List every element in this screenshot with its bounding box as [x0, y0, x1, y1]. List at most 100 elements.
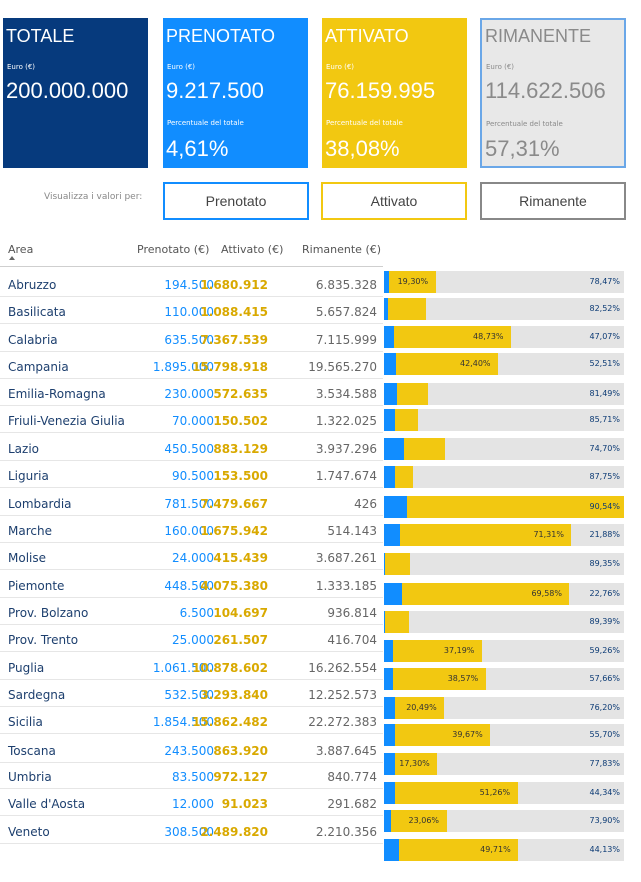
area-cell: Puglia: [8, 661, 45, 675]
stacked-progress-bar: 23,06% 73,90%: [384, 810, 624, 832]
attivato-pct-label: 69,58%: [531, 589, 562, 598]
col-header-area[interactable]: Area: [8, 243, 34, 256]
card-prenotato-title: PRENOTATO: [166, 26, 276, 46]
view-rimanente-button[interactable]: Rimanente: [480, 182, 626, 220]
table-row[interactable]: Lombardia 781.500 7.479.667 426: [0, 489, 383, 516]
rimanente-cell: 7.115.999: [315, 333, 377, 347]
table-row[interactable]: Toscana 243.500 863.920 3.887.645: [0, 736, 383, 763]
stacked-progress-bar: 85,71%: [384, 409, 624, 431]
table-row[interactable]: Puglia 1.061.500 10.878.602 16.262.554: [0, 653, 383, 680]
stacked-progress-bar: 19,30% 78,47%: [384, 271, 624, 293]
prenotato-cell: 24.000: [172, 551, 214, 565]
table-row[interactable]: Sicilia 1.854.500 15.862.482 22.272.383: [0, 707, 383, 734]
area-cell: Marche: [8, 524, 52, 538]
attivato-cell: 1.675.942: [200, 524, 268, 538]
table-row[interactable]: Sardegna 532.500 3.293.840 12.252.573: [0, 680, 383, 707]
table-row[interactable]: Calabria 635.500 7.367.539 7.115.999: [0, 325, 383, 352]
prenotato-cell: 83.500: [172, 770, 214, 784]
prenotato-cell: 448.500: [164, 579, 214, 593]
table-row[interactable]: Piemonte 448.500 4.075.380 1.333.185: [0, 571, 383, 598]
area-cell: Calabria: [8, 333, 58, 347]
rimanente-cell: 3.937.296: [315, 442, 377, 456]
card-prenotato: PRENOTATO Euro (€) 9.217.500 Percentuale…: [163, 18, 308, 168]
attivato-segment: [394, 409, 419, 431]
rimanente-cell: 2.210.356: [315, 825, 377, 839]
stacked-progress-bar: 69,58% 22,76%: [384, 583, 624, 605]
table-row[interactable]: Valle d'Aosta 12.000 91.023 291.682: [0, 789, 383, 816]
attivato-segment: [385, 611, 410, 633]
prenotato-cell: 635.500: [164, 333, 214, 347]
attivato-pct-label: 42,40%: [460, 359, 491, 368]
rimanente-pct-label: 77,83%: [589, 759, 620, 768]
area-cell: Toscana: [8, 744, 56, 758]
table-row[interactable]: Umbria 83.500 972.127 840.774: [0, 762, 383, 789]
table-row[interactable]: Liguria 90.500 153.500 1.747.674: [0, 461, 383, 488]
prenotato-segment: [384, 438, 405, 460]
col-header-attivato[interactable]: Attivato (€): [221, 243, 284, 256]
attivato-cell: 15.862.482: [192, 715, 268, 729]
area-cell: Friuli-Venezia Giulia: [8, 414, 125, 428]
rimanente-cell: 19.565.270: [308, 360, 377, 374]
table-row[interactable]: Prov. Trento 25.000 261.507 416.704: [0, 625, 383, 652]
prenotato-segment: [384, 611, 386, 633]
stacked-progress-bar: 74,70%: [384, 438, 624, 460]
table-row[interactable]: Prov. Bolzano 6.500 104.697 936.814: [0, 598, 383, 625]
view-prenotato-button[interactable]: Prenotato: [163, 182, 309, 220]
col-header-rimanente[interactable]: Rimanente (€): [302, 243, 382, 256]
table-row[interactable]: Basilicata 110.000 1.088.415 5.657.824: [0, 297, 383, 324]
rimanente-pct-label: 55,70%: [589, 730, 620, 739]
area-cell: Valle d'Aosta: [8, 797, 86, 811]
attivato-segment: [396, 353, 498, 375]
area-cell: Prov. Bolzano: [8, 606, 89, 620]
attivato-segment: [404, 438, 445, 460]
stacked-progress-bar: 89,35%: [384, 553, 624, 575]
card-prenotato-pct: 4,61%: [166, 136, 229, 161]
card-totale-euro-label: Euro (€): [7, 63, 36, 71]
table-row[interactable]: Veneto 308.500 2.489.820 2.210.356: [0, 817, 383, 844]
card-attivato-euro-label: Euro (€): [326, 63, 355, 71]
prenotato-cell: 6.500: [179, 606, 214, 620]
stacked-progress-bar: 90,54%: [384, 496, 624, 518]
card-prenotato-pct-label: Percentuale del totale: [167, 119, 244, 127]
area-cell: Veneto: [8, 825, 50, 839]
stacked-progress-bar: 82,52%: [384, 298, 624, 320]
attivato-segment: [391, 810, 447, 832]
prenotato-segment: [384, 496, 407, 518]
rimanente-pct-label: 89,39%: [589, 617, 620, 626]
rimanente-cell: 514.143: [327, 524, 377, 538]
view-attivato-button[interactable]: Attivato: [321, 182, 467, 220]
table-row[interactable]: Emilia-Romagna 230.000 572.635 3.534.588: [0, 379, 383, 406]
rimanente-pct-label: 47,07%: [589, 332, 620, 341]
prenotato-cell: 194.500: [164, 278, 214, 292]
rimanente-cell: 1.747.674: [315, 469, 377, 483]
col-header-prenotato[interactable]: Prenotato (€): [137, 243, 210, 256]
card-rimanente-euro-label: Euro (€): [486, 63, 515, 71]
table-row[interactable]: Marche 160.000 1.675.942 514.143: [0, 516, 383, 543]
prenotato-segment: [384, 583, 403, 605]
prenotato-cell: 25.000: [172, 633, 214, 647]
area-cell: Emilia-Romagna: [8, 387, 106, 401]
prenotato-cell: 160.000: [164, 524, 214, 538]
attivato-cell: 10.878.602: [192, 661, 268, 675]
card-totale-title: TOTALE: [6, 26, 75, 46]
attivato-cell: 150.502: [213, 414, 268, 428]
prenotato-cell: 230.000: [164, 387, 214, 401]
table-row[interactable]: Friuli-Venezia Giulia 70.000 150.502 1.322.…: [0, 406, 383, 433]
area-cell: Abruzzo: [8, 278, 57, 292]
attivato-segment: [396, 383, 429, 405]
rimanente-cell: 3.534.588: [315, 387, 377, 401]
table-row[interactable]: Molise 24.000 415.439 3.687.261: [0, 543, 383, 570]
prenotato-segment: [384, 466, 395, 488]
area-cell: Sardegna: [8, 688, 66, 702]
table-row[interactable]: Abruzzo 194.500 1.680.912 6.835.328: [0, 270, 383, 297]
card-rimanente-pct-label: Percentuale del totale: [486, 120, 563, 128]
rimanente-cell: 291.682: [327, 797, 377, 811]
table-row[interactable]: Campania 1.895.000 15.798.918 19.565.270: [0, 352, 383, 379]
attivato-pct-label: 49,71%: [480, 845, 511, 854]
area-cell: Lazio: [8, 442, 40, 456]
card-rimanente: RIMANENTE Euro (€) 114.622.506 Percentua…: [480, 18, 626, 168]
table-header-divider: [0, 266, 383, 267]
table-row[interactable]: Lazio 450.500 883.129 3.937.296: [0, 434, 383, 461]
prenotato-segment: [384, 271, 390, 293]
rimanente-cell: 12.252.573: [308, 688, 377, 702]
